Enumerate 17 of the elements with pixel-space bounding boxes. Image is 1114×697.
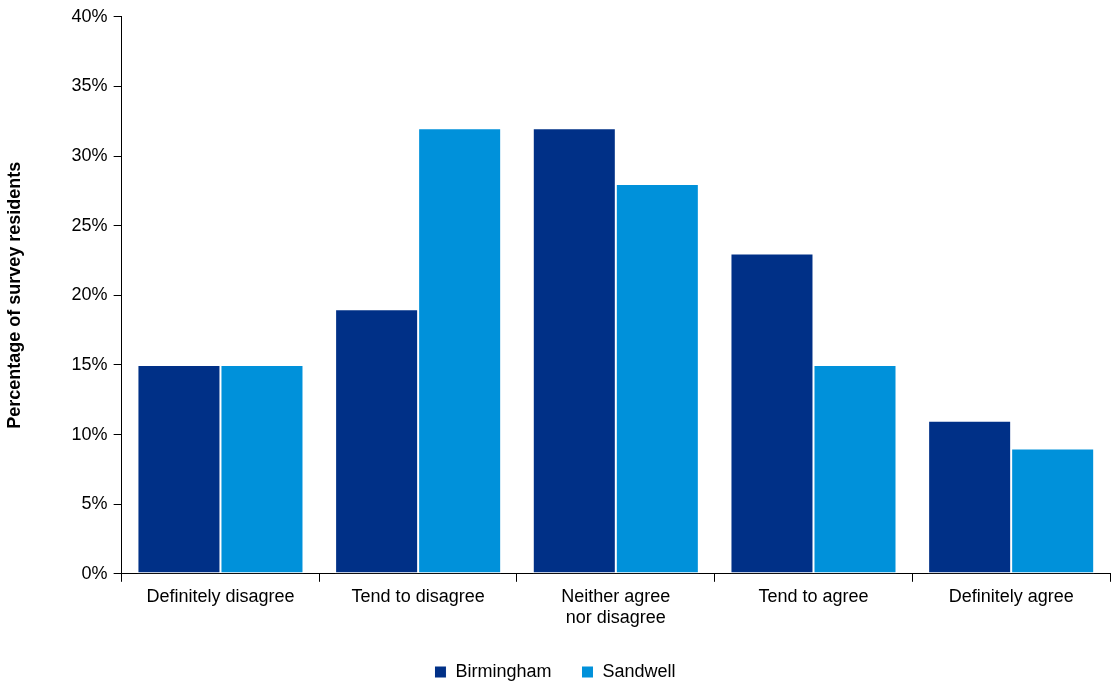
y-tick-label: 30%: [71, 145, 108, 166]
legend-label: Birmingham: [455, 660, 552, 681]
x-tick-label: Tend to agree: [758, 585, 869, 606]
y-tick-label: 15%: [71, 353, 108, 374]
y-tick-label: 0%: [81, 562, 108, 583]
y-tick-label: 25%: [71, 214, 108, 235]
y-tick-label: 10%: [71, 423, 108, 444]
y-tick-label: 35%: [71, 75, 108, 96]
y-axis-title: Percentage of survey residents: [3, 161, 24, 429]
y-tick-label: 40%: [71, 5, 108, 26]
y-tick-label: 5%: [81, 493, 108, 514]
y-tick-label: 20%: [71, 284, 108, 305]
legend-label: Sandwell: [602, 660, 676, 681]
x-tick-label: Definitely agree: [948, 585, 1074, 606]
x-tick-label: Definitely disagree: [146, 585, 295, 606]
x-tick-label: Tend to disagree: [351, 585, 485, 606]
x-tick-label: Neither agree nor disagree: [561, 585, 671, 628]
